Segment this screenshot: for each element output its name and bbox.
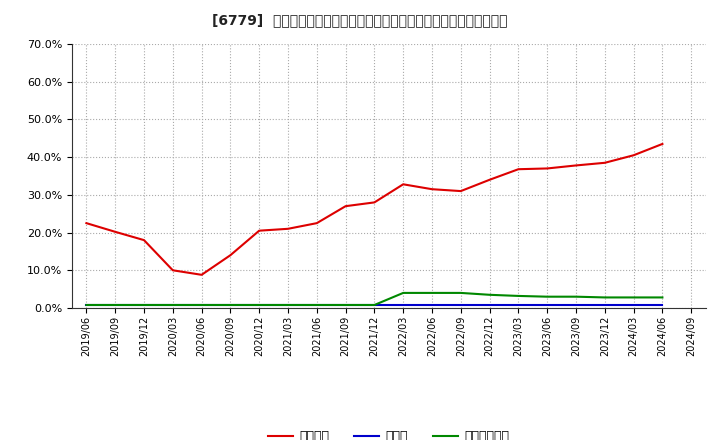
のれん <box>312 302 321 308</box>
のれん <box>284 302 292 308</box>
Line: 自己資本: 自己資本 <box>86 144 662 275</box>
繰延税金資産 <box>82 302 91 308</box>
繰延税金資産 <box>341 302 350 308</box>
のれん <box>370 302 379 308</box>
繰延税金資産 <box>168 302 177 308</box>
繰延税金資産 <box>140 302 148 308</box>
のれん <box>572 302 580 308</box>
自己資本 <box>572 163 580 168</box>
自己資本 <box>82 220 91 226</box>
のれん <box>399 302 408 308</box>
のれん <box>600 302 609 308</box>
繰延税金資産 <box>197 302 206 308</box>
繰延税金資産 <box>284 302 292 308</box>
自己資本 <box>658 141 667 147</box>
自己資本 <box>312 220 321 226</box>
Line: 繰延税金資産: 繰延税金資産 <box>86 293 662 305</box>
自己資本 <box>226 253 235 258</box>
繰延税金資産 <box>370 302 379 308</box>
自己資本 <box>140 238 148 243</box>
のれん <box>226 302 235 308</box>
繰延税金資産 <box>543 294 552 299</box>
繰延税金資産 <box>629 295 638 300</box>
繰延税金資産 <box>111 302 120 308</box>
のれん <box>485 302 494 308</box>
繰延税金資産 <box>572 294 580 299</box>
自己資本 <box>399 182 408 187</box>
自己資本 <box>543 166 552 171</box>
繰延税金資産 <box>428 290 436 296</box>
繰延税金資産 <box>600 295 609 300</box>
のれん <box>428 302 436 308</box>
繰延税金資産 <box>658 295 667 300</box>
自己資本 <box>168 268 177 273</box>
自己資本 <box>485 177 494 183</box>
自己資本 <box>600 160 609 165</box>
繰延税金資産 <box>514 293 523 299</box>
繰延税金資産 <box>485 292 494 297</box>
自己資本 <box>197 272 206 278</box>
自己資本 <box>111 229 120 235</box>
自己資本 <box>428 187 436 192</box>
自己資本 <box>514 167 523 172</box>
繰延税金資産 <box>456 290 465 296</box>
のれん <box>629 302 638 308</box>
自己資本 <box>341 204 350 209</box>
のれん <box>658 302 667 308</box>
繰延税金資産 <box>255 302 264 308</box>
のれん <box>140 302 148 308</box>
繰延税金資産 <box>399 290 408 296</box>
繰延税金資産 <box>312 302 321 308</box>
繰延税金資産 <box>226 302 235 308</box>
のれん <box>255 302 264 308</box>
自己資本 <box>284 226 292 231</box>
自己資本 <box>456 188 465 194</box>
のれん <box>543 302 552 308</box>
自己資本 <box>370 200 379 205</box>
のれん <box>82 302 91 308</box>
のれん <box>514 302 523 308</box>
自己資本 <box>629 153 638 158</box>
自己資本 <box>255 228 264 233</box>
のれん <box>456 302 465 308</box>
のれん <box>197 302 206 308</box>
Text: [6779]  自己資本、のれん、繰延税金資産の総資産に対する比率の推移: [6779] 自己資本、のれん、繰延税金資産の総資産に対する比率の推移 <box>212 13 508 27</box>
のれん <box>111 302 120 308</box>
Legend: 自己資本, のれん, 繰延税金資産: 自己資本, のれん, 繰延税金資産 <box>264 425 514 440</box>
のれん <box>341 302 350 308</box>
のれん <box>168 302 177 308</box>
